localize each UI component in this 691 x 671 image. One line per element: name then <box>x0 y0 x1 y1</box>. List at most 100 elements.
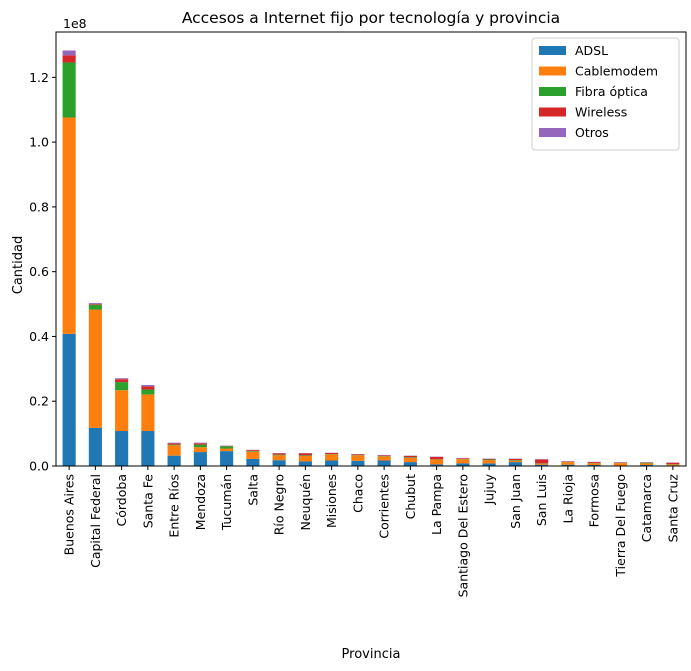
bar-segment <box>141 386 155 390</box>
legend-box <box>531 37 680 151</box>
bar-segment <box>482 458 496 460</box>
x-tick-label: Río Negro <box>272 474 287 535</box>
legend-swatch <box>539 87 566 96</box>
bar-segment <box>220 451 234 466</box>
y-tick-label: 0.0 <box>29 459 49 474</box>
x-tick-label: Mendoza <box>193 474 208 530</box>
y-axis-multiplier: 1e8 <box>63 16 87 31</box>
bar-segment <box>430 459 444 465</box>
bar-segment <box>88 304 102 310</box>
y-tick-label: 1.0 <box>29 135 49 150</box>
bar-segment <box>141 389 155 395</box>
bar-segment <box>141 385 155 387</box>
bar-segment <box>351 455 365 461</box>
x-tick-label: Formosa <box>587 474 602 527</box>
bar-segment <box>220 448 234 452</box>
x-tick-label: Santa Cruz <box>665 474 680 543</box>
x-tick-label: Chubut <box>403 474 418 519</box>
bar-segment <box>666 464 680 466</box>
bar-segment <box>167 455 181 466</box>
bar-segment <box>141 431 155 466</box>
bar-segment <box>377 456 391 461</box>
bar-segment <box>246 451 260 459</box>
bar-segment <box>430 456 444 460</box>
bar-segment <box>508 460 522 461</box>
bar-segment <box>430 464 444 466</box>
bar-segment <box>325 454 339 461</box>
bar-segment <box>193 452 207 466</box>
bar-segment <box>141 394 155 432</box>
x-tick-label: Capital Federal <box>88 474 103 568</box>
bar-segment <box>115 431 129 466</box>
bar-segment <box>403 457 417 463</box>
x-tick-label: Santiago Del Estero <box>455 474 470 597</box>
bar-segment <box>351 454 365 455</box>
bar-segment <box>325 453 339 455</box>
legend-label: ADSL <box>575 43 608 58</box>
bar-segment <box>298 455 312 462</box>
bar-segment <box>640 462 654 464</box>
bar-segment <box>246 450 260 452</box>
y-tick-label: 0.2 <box>29 394 49 409</box>
bar-segment <box>193 447 207 453</box>
x-tick-label: Córdoba <box>114 474 129 526</box>
bar-segment <box>325 460 339 466</box>
bar-segment <box>115 382 129 391</box>
bar-segment <box>167 443 181 445</box>
bar-segment <box>508 460 522 463</box>
bar-segment <box>666 462 680 465</box>
y-ticks-layer: 0.0 0.2 0.4 0.6 0.8 1.0 1.2 <box>29 70 56 474</box>
bar-segment <box>62 50 76 56</box>
x-axis-label: Provincia <box>342 647 401 662</box>
bar-segment <box>561 462 575 465</box>
x-tick-label: Neuquén <box>298 474 313 530</box>
bar-segment <box>403 462 417 466</box>
bar-segment <box>167 445 181 456</box>
bar-segment <box>246 458 260 466</box>
x-tick-label: Tucumán <box>219 474 234 531</box>
bar-segment <box>88 427 102 466</box>
y-tick-label: 1.2 <box>29 70 49 85</box>
bar-segment <box>62 117 76 334</box>
bar-segment <box>272 454 286 456</box>
y-tick-label: 0.6 <box>29 264 49 279</box>
bar-segment <box>535 464 549 466</box>
bar-segment <box>482 463 496 466</box>
bar-segment <box>88 304 102 305</box>
legend-swatch <box>539 66 566 76</box>
bar-segment <box>193 442 207 444</box>
y-tick-label: 0.4 <box>29 329 49 344</box>
bar-segment <box>272 455 286 461</box>
bar-segment <box>62 62 76 118</box>
bar-segment <box>88 303 102 305</box>
y-tick-label: 0.8 <box>29 199 49 214</box>
legend-label: Otros <box>575 125 609 140</box>
x-tick-label: Jujuy <box>482 473 497 505</box>
x-tick-label: Buenos Aires <box>62 474 77 555</box>
bar-segment <box>272 453 286 455</box>
bar-segment <box>456 463 470 466</box>
x-ticks-layer: Buenos Aires Capital Federal Córdoba Santa … <box>62 466 680 597</box>
bar-segment <box>115 390 129 432</box>
bar-segment <box>535 463 549 465</box>
bar-segment <box>115 378 129 380</box>
legend-label: Wireless <box>575 105 627 120</box>
bars-layer <box>62 50 680 466</box>
x-tick-label: Entre Ríos <box>167 474 182 538</box>
bar-segment <box>403 457 417 458</box>
x-tick-label: La Rioja <box>560 474 575 524</box>
bar-segment <box>561 464 575 466</box>
bar-segment <box>298 461 312 466</box>
legend-swatch <box>539 107 566 117</box>
bar-segment <box>167 442 181 444</box>
legend-swatch <box>539 46 566 55</box>
bar-segment <box>272 460 286 466</box>
bar-segment <box>88 309 102 428</box>
x-tick-label: Santa Fe <box>140 474 155 529</box>
x-tick-label: Salta <box>245 474 260 506</box>
bar-segment <box>587 463 601 466</box>
bar-segment <box>298 455 312 456</box>
bar-segment <box>456 458 470 459</box>
x-tick-label: San Juan <box>508 474 523 529</box>
bar-segment <box>508 462 522 466</box>
